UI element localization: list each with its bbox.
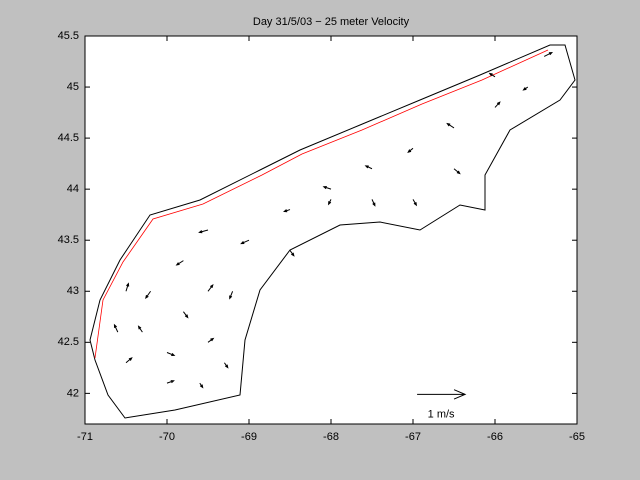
velocity-arrow xyxy=(145,290,152,300)
y-tick-label: 43 xyxy=(67,285,79,297)
y-tick-label: 43.5 xyxy=(58,234,79,246)
velocity-arrow xyxy=(494,101,501,108)
velocity-arrow xyxy=(240,239,250,245)
velocity-arrow xyxy=(328,199,332,206)
velocity-arrow xyxy=(283,209,291,213)
velocity-arrow xyxy=(223,362,229,369)
velocity-arrow xyxy=(322,186,332,190)
coastline xyxy=(94,49,549,359)
velocity-arrow xyxy=(412,199,418,207)
velocity-arrow xyxy=(229,291,234,300)
y-tick-label: 42.5 xyxy=(58,336,79,348)
velocity-arrow xyxy=(522,86,529,91)
velocity-arrow xyxy=(453,168,461,175)
velocity-arrow xyxy=(207,337,215,343)
x-tick-label: -71 xyxy=(77,431,93,443)
reference-label: 1 m/s xyxy=(428,408,455,420)
velocity-arrow xyxy=(543,52,554,57)
velocity-arrow xyxy=(289,250,295,257)
velocity-arrow xyxy=(183,311,189,319)
x-tick-label: -69 xyxy=(241,431,257,443)
velocity-arrow xyxy=(113,323,119,333)
velocity-arrow xyxy=(166,352,176,356)
velocity-arrow xyxy=(125,357,133,364)
y-tick-label: 44.5 xyxy=(58,132,79,144)
velocity-arrow xyxy=(407,147,414,153)
x-tick-label: -68 xyxy=(323,431,339,443)
velocity-arrow xyxy=(137,325,143,333)
velocity-arrow xyxy=(371,199,376,207)
y-tick-label: 45.5 xyxy=(58,30,79,42)
y-tick-label: 44 xyxy=(67,183,79,195)
velocity-arrow xyxy=(125,282,130,292)
chart-title: Day 31/5/03 − 25 meter Velocity xyxy=(253,16,410,28)
velocity-arrow xyxy=(166,380,175,384)
y-tick-label: 42 xyxy=(67,387,79,399)
velocity-arrow xyxy=(175,260,184,266)
x-tick-label: -67 xyxy=(405,431,421,443)
velocity-arrow xyxy=(488,72,496,78)
x-tick-label: -70 xyxy=(159,431,175,443)
velocity-arrow xyxy=(364,165,373,170)
reference-arrow xyxy=(417,389,467,400)
velocity-arrow xyxy=(199,382,204,389)
y-tick-label: 45 xyxy=(67,81,79,93)
velocity-arrow xyxy=(207,284,214,292)
domain-boundary xyxy=(89,44,576,419)
velocity-arrow xyxy=(198,229,209,234)
x-tick-label: -65 xyxy=(569,431,585,443)
velocity-arrow xyxy=(446,122,455,129)
x-tick-label: -66 xyxy=(487,431,503,443)
